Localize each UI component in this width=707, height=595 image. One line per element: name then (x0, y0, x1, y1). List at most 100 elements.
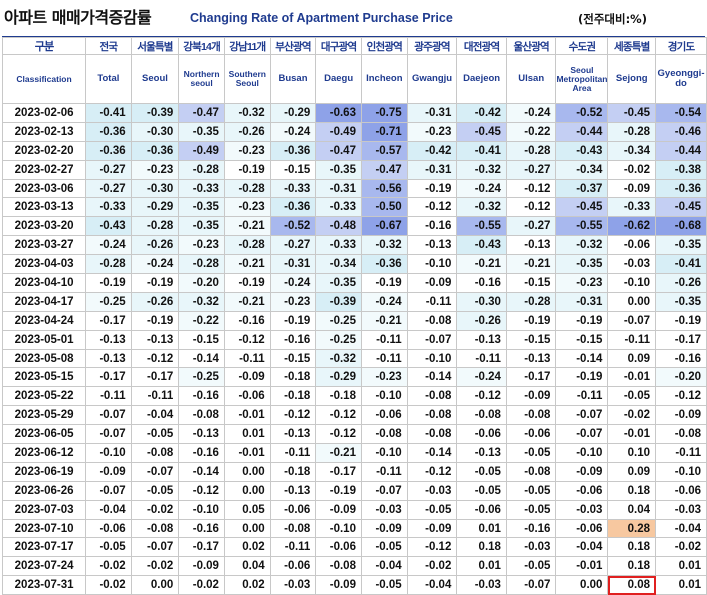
value-cell: -0.20 (178, 273, 225, 293)
value-cell: 0.02 (223, 575, 271, 595)
value-cell: -0.07 (505, 575, 557, 595)
value-cell: -0.07 (406, 329, 458, 350)
value-cell: -0.04 (85, 499, 132, 520)
value-cell: -0.13 (178, 424, 225, 445)
value-cell: -0.10 (607, 273, 657, 293)
value-cell: -0.12 (655, 386, 707, 407)
value-cell: -0.08 (655, 424, 707, 445)
value-cell: -0.26 (456, 310, 507, 331)
row-date: 2023-04-03 (1, 254, 87, 275)
value-cell: 0.18 (607, 556, 657, 577)
value-cell: -0.23 (555, 273, 609, 293)
row-date: 2023-06-19 (1, 461, 87, 482)
value-cell: -0.23 (269, 291, 317, 312)
value-cell: -0.16 (655, 348, 707, 369)
value-cell: -0.03 (269, 575, 317, 595)
value-cell: -0.28 (178, 254, 225, 275)
value-cell: -0.08 (360, 424, 408, 445)
column-header-korean: 인천광역 (360, 37, 408, 55)
value-cell: -0.31 (269, 254, 317, 275)
value-cell: -0.32 (360, 235, 408, 256)
value-cell: -0.05 (360, 575, 408, 595)
value-cell: -0.01 (607, 367, 657, 388)
table-row: 2023-03-06 -0.27 -0.30 -0.33 -0.28 -0.33 -0.31… (1, 178, 707, 199)
table-row: 2023-07-24 -0.02 -0.02 -0.09 0.04 -0.06 -0.08-… (1, 556, 707, 577)
value-cell: -0.17 (178, 537, 225, 558)
value-cell: -0.06 (555, 480, 609, 501)
value-cell: -0.19 (360, 273, 408, 293)
table-row: 2023-06-12 -0.10 -0.08 -0.16 -0.01 -0.11 -0.21… (1, 443, 707, 463)
column-header-korean: 강남11개 (223, 37, 271, 55)
value-cell: -0.28 (178, 159, 225, 180)
value-cell: -0.23 (360, 367, 408, 388)
value-cell: -0.18 (315, 386, 362, 407)
table-row: 2023-03-20 -0.43 -0.28 -0.35 -0.21 -0.52 -0.48… (1, 216, 707, 237)
column-header-english: Seoul Metropolitan Area (555, 54, 609, 104)
value-cell: -0.25 (178, 367, 225, 388)
value-cell: -0.03 (406, 480, 458, 501)
table-row: 2023-04-24 -0.17 -0.19 -0.22 -0.16 -0.19 -0.25… (1, 310, 707, 331)
table-row: 2023-06-26 -0.07 -0.05 -0.12 0.00 -0.13 -0.19-… (1, 480, 707, 501)
value-cell: -0.36 (130, 140, 180, 161)
value-cell: -0.19 (223, 273, 271, 293)
value-cell: -0.07 (607, 310, 657, 331)
column-header-english: Gyeonggi-do (655, 54, 707, 104)
value-cell: -0.09 (85, 461, 132, 482)
value-cell: -0.26 (130, 235, 180, 256)
value-cell: -0.19 (655, 310, 707, 331)
value-cell: -0.13 (505, 348, 557, 369)
value-cell: -0.54 (655, 103, 707, 123)
row-date: 2023-03-06 (1, 178, 87, 199)
report-panel: 아파트 매매가격증감률 Changing Rate of Apartment P… (1, 8, 707, 595)
value-cell: -0.09 (555, 461, 609, 482)
value-cell: -0.26 (223, 121, 271, 142)
value-cell: -0.10 (178, 499, 225, 520)
table-row: 2023-05-15 -0.17 -0.17 -0.25 -0.09 -0.18 -0.29… (1, 367, 707, 388)
value-cell: -0.25 (315, 329, 362, 350)
value-cell: -0.06 (456, 424, 507, 445)
value-cell: -0.07 (130, 461, 180, 482)
value-cell: -0.06 (505, 424, 557, 445)
column-header-korean: 수도권 (555, 37, 609, 55)
value-cell: -0.35 (178, 197, 225, 218)
corner-label-english: Classification (1, 54, 87, 104)
value-cell: -0.41 (655, 254, 707, 275)
table-row: 2023-02-13 -0.36 -0.30 -0.35 -0.26 -0.24 -0.49… (1, 121, 707, 142)
value-cell: -0.06 (655, 480, 707, 501)
row-date: 2023-02-13 (1, 121, 87, 142)
value-cell: -0.28 (505, 140, 557, 161)
value-cell: -0.19 (130, 273, 180, 293)
value-cell: -0.22 (178, 310, 225, 331)
value-cell: -0.12 (269, 405, 317, 426)
value-cell: -0.05 (607, 386, 657, 407)
value-cell: -0.19 (555, 367, 609, 388)
value-cell: 0.18 (607, 537, 657, 558)
value-cell: -0.13 (85, 348, 132, 369)
value-cell: 0.00 (223, 518, 271, 539)
row-date: 2023-07-03 (1, 499, 87, 520)
column-header-english: Total (85, 54, 132, 104)
value-cell: -0.05 (130, 424, 180, 445)
value-cell: -0.29 (315, 367, 362, 388)
value-cell: -0.67 (360, 216, 408, 237)
row-date: 2023-03-27 (1, 235, 87, 256)
value-cell: 0.04 (223, 556, 271, 577)
value-cell: -0.02 (607, 405, 657, 426)
value-cell: -0.45 (555, 197, 609, 218)
value-cell: 0.00 (223, 461, 271, 482)
value-cell: -0.35 (655, 235, 707, 256)
value-cell: -0.37 (555, 178, 609, 199)
value-cell: -0.33 (315, 197, 362, 218)
unit-label: (전주대비:%) (578, 12, 647, 26)
value-cell: -0.47 (178, 103, 225, 123)
value-cell: -0.11 (269, 537, 317, 558)
value-cell: -0.12 (456, 386, 507, 407)
value-cell: -0.09 (360, 518, 408, 539)
column-header-english: Daegu (315, 54, 362, 104)
value-cell: -0.32 (223, 103, 271, 123)
column-header-korean: 전국 (85, 37, 132, 55)
value-cell: -0.27 (85, 159, 132, 180)
column-header-korean: 부산광역 (269, 37, 317, 55)
row-date: 2023-07-31 (1, 575, 87, 595)
value-cell: -0.13 (130, 329, 180, 350)
